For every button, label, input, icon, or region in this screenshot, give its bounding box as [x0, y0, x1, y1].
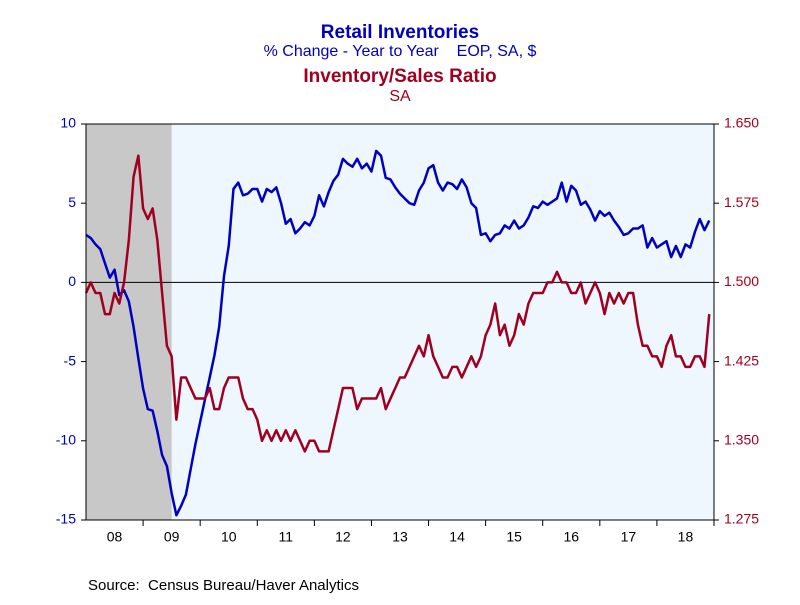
x-tick-label: 08: [107, 529, 123, 545]
plot-frame: [85, 123, 715, 521]
y-tick-label: -10: [56, 432, 76, 448]
x-tick-label: 16: [563, 529, 579, 545]
x-tick-label: 11: [279, 529, 294, 545]
y2-tick-label: 1.275: [724, 511, 759, 527]
chart-title-2: Inventory/Sales Ratio: [303, 66, 496, 87]
plot-area: [86, 124, 714, 520]
y-tick-label: 5: [68, 194, 76, 210]
y2-tick-label: 1.425: [724, 352, 759, 368]
series-line: [85, 149, 711, 517]
x-tick-label: 15: [506, 529, 522, 545]
chart-title: Retail Inventories: [321, 22, 479, 43]
x-tick-label: 09: [164, 529, 180, 545]
x-tick-label: 13: [392, 529, 408, 545]
y2-tick-label: 1.500: [724, 273, 759, 289]
series-line: [84, 154, 711, 453]
y2-tick-label: 1.575: [724, 194, 759, 210]
x-tick-label: 14: [449, 529, 465, 545]
y2-tick-label: 1.650: [724, 115, 759, 131]
recession-shade: [86, 124, 172, 520]
x-tick-label: 12: [335, 529, 351, 545]
y2-tick-label: 1.350: [724, 432, 759, 448]
x-tick-label: 17: [621, 529, 637, 545]
y-tick-label: -15: [56, 511, 76, 527]
y-tick-label: -5: [64, 352, 77, 368]
x-tick-label: 10: [221, 529, 237, 545]
source-note: Source: Census Bureau/Haver Analytics: [88, 577, 359, 594]
chart-subtitle: % Change - Year to Year EOP, SA, $: [264, 43, 537, 60]
y-tick-label: 10: [60, 115, 76, 131]
chart-subtitle-2: SA: [389, 88, 411, 105]
y-tick-label: 0: [68, 273, 76, 289]
x-tick-label: 18: [678, 529, 694, 545]
